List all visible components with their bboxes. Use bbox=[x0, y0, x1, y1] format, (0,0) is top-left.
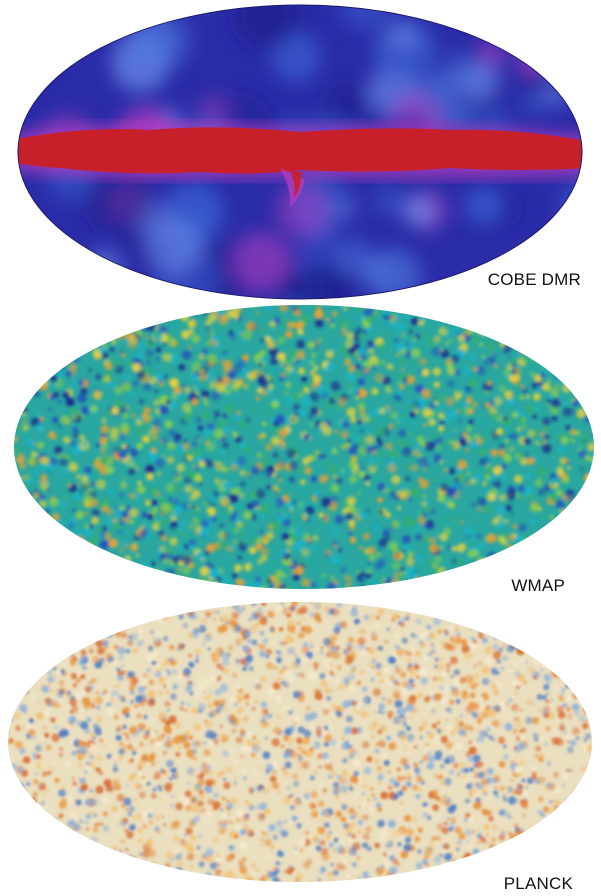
cobe-dmr-label: COBE DMR bbox=[487, 270, 581, 289]
cobe-dmr-sky-map bbox=[17, 4, 583, 300]
planck-panel: PLANCK bbox=[0, 600, 601, 896]
wmap-label: WMAP bbox=[511, 576, 565, 595]
planck-label: PLANCK bbox=[503, 874, 573, 893]
cobe-panel: COBE DMR bbox=[0, 0, 601, 300]
planck-sky-map bbox=[8, 602, 592, 882]
wmap-panel: WMAP bbox=[0, 300, 601, 600]
wmap-sky-map bbox=[14, 305, 594, 589]
